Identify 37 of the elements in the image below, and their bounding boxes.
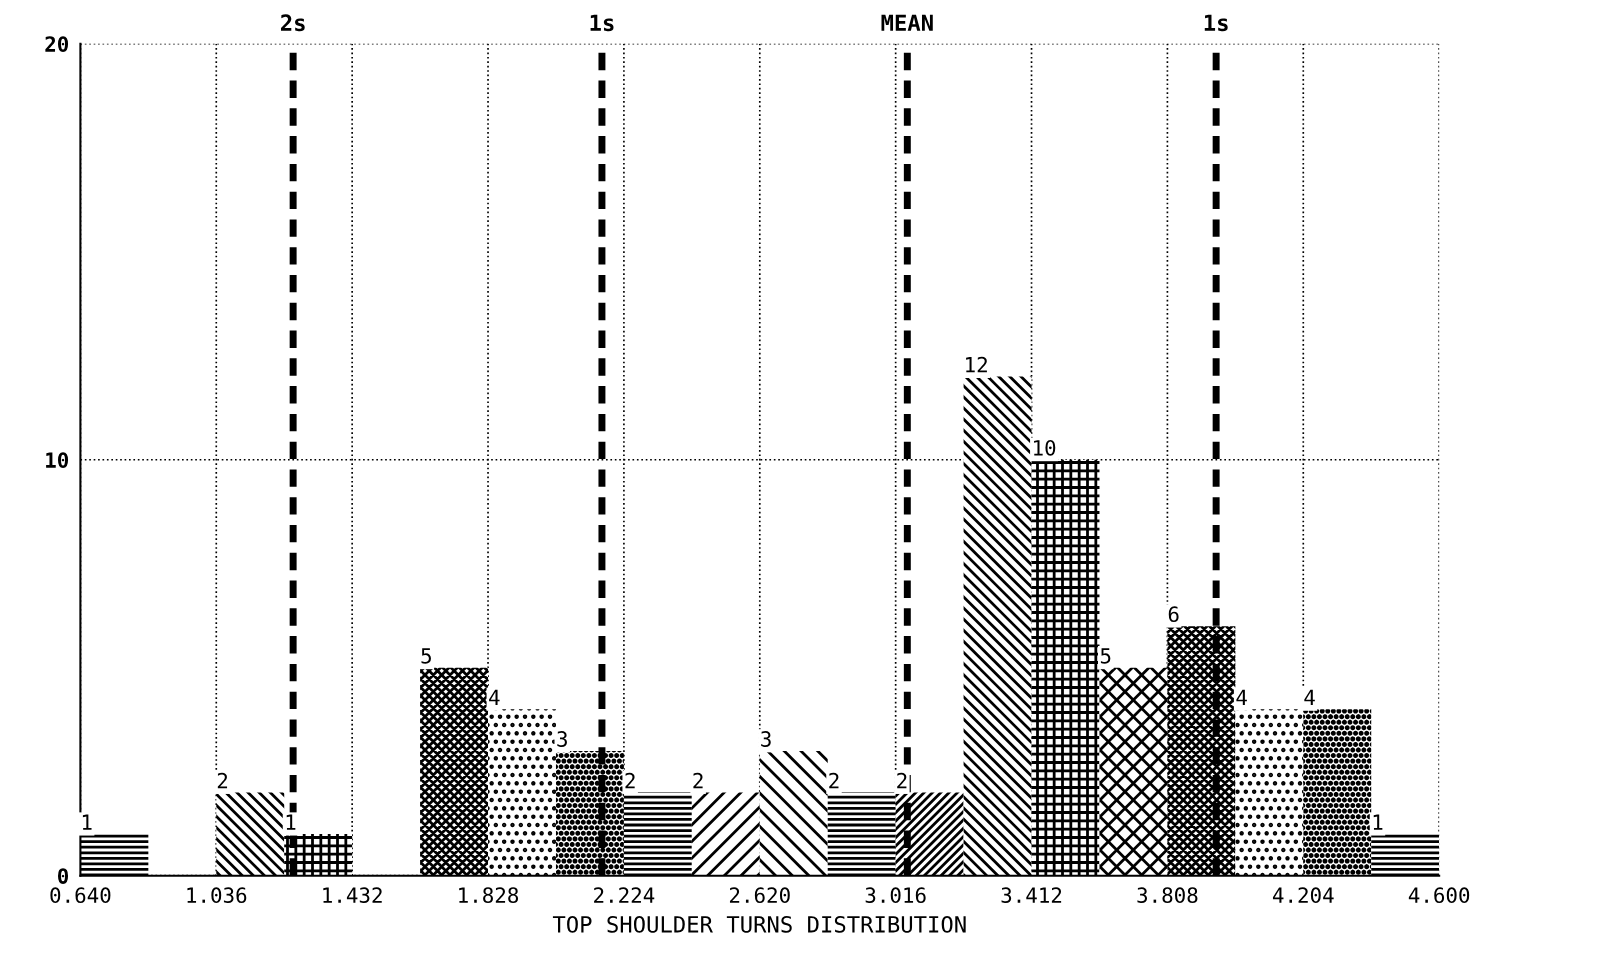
- x-tick-label: 3.016: [865, 887, 926, 904]
- x-tick-label: 4.204: [1272, 887, 1334, 904]
- data-label: 1: [286, 814, 296, 830]
- y-tick-label: 20: [45, 36, 69, 52]
- data-label: 6: [1168, 606, 1179, 623]
- ref-line-label: 1s: [1204, 14, 1228, 32]
- x-tick-label: 1.036: [187, 887, 247, 904]
- data-label: 5: [1100, 648, 1111, 664]
- data-label: 2: [693, 772, 703, 789]
- x-tick-label: 0.640: [50, 887, 111, 904]
- x-tick-label: 3.808: [1137, 887, 1198, 904]
- x-tick-label: 3.412: [1001, 887, 1062, 904]
- ref-line-label: 1s: [590, 14, 614, 32]
- data-label: 3: [761, 731, 771, 747]
- data-label: 2: [897, 772, 907, 789]
- data-label: 10: [1034, 439, 1056, 456]
- data-label: 4: [1304, 689, 1315, 705]
- ref-line-label: MEAN: [881, 14, 933, 31]
- data-label: 2: [625, 772, 635, 789]
- x-tick-label: 1.828: [459, 887, 519, 904]
- data-label: 1: [82, 814, 92, 830]
- data-label: 4: [489, 689, 500, 705]
- y-tick-label: 10: [46, 452, 69, 468]
- data-label: 2: [829, 772, 839, 789]
- x-tick-label: 4.600: [1408, 887, 1470, 904]
- data-label: 12: [966, 356, 987, 373]
- y-tick-label: 0: [58, 868, 69, 884]
- data-label: 4: [1236, 689, 1247, 705]
- x-axis-title: TOP SHOULDER TURNS DISTRIBUTION: [552, 915, 966, 933]
- data-label: 2: [217, 772, 228, 789]
- x-tick-label: 2.620: [729, 887, 790, 904]
- data-label: 1: [1373, 814, 1383, 830]
- data-label: 5: [421, 648, 431, 664]
- x-tick-label: 1.432: [323, 887, 382, 904]
- ref-line-label: 2s: [281, 14, 305, 32]
- x-tick-label: 2.224: [594, 887, 655, 903]
- data-label: 3: [557, 731, 567, 747]
